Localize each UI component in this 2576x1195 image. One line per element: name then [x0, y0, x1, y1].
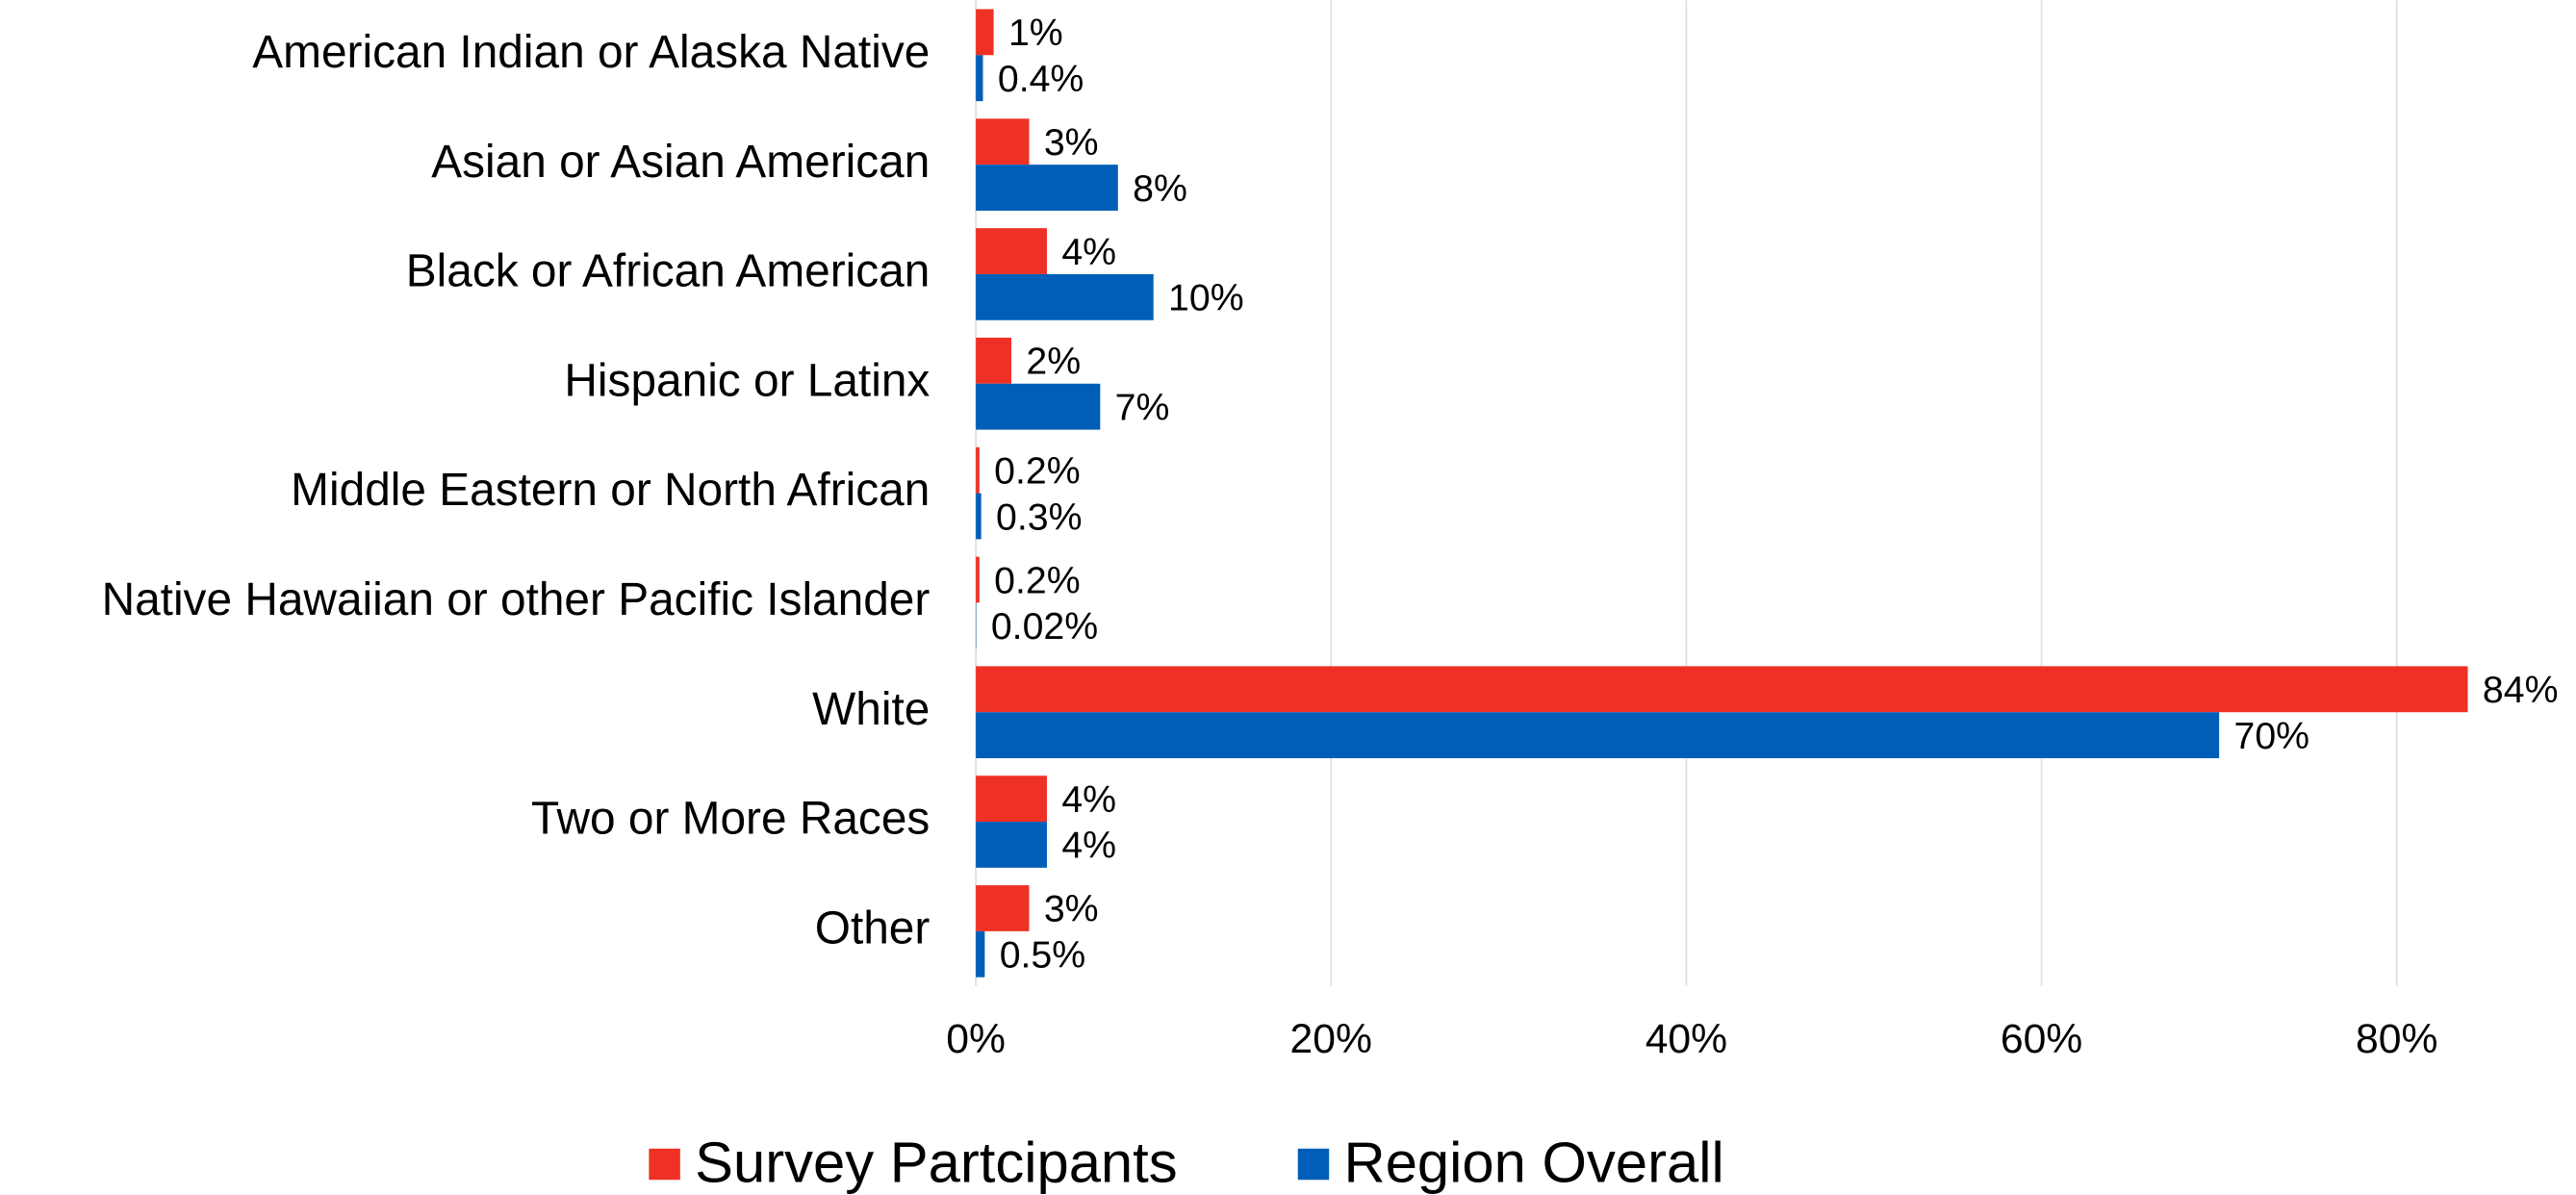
bar [976, 273, 1154, 320]
y-tick-label: Middle Eastern or North African [291, 465, 930, 516]
y-tick-label: Black or African American [406, 246, 931, 297]
data-label: 70% [2234, 715, 2310, 757]
data-label: 4% [1061, 231, 1116, 273]
data-label: 7% [1115, 386, 1170, 428]
bar [976, 930, 985, 978]
data-label: 8% [1133, 167, 1187, 210]
bar [976, 118, 1030, 165]
data-label: 4% [1061, 778, 1116, 821]
data-label: 3% [1044, 121, 1099, 164]
legend-swatch [1297, 1148, 1330, 1181]
y-tick-label: Other [815, 903, 931, 953]
data-label: 0.5% [1000, 934, 1085, 977]
data-label: 84% [2483, 669, 2559, 711]
bar [976, 556, 980, 603]
bar [976, 228, 1047, 274]
bar [976, 337, 1012, 384]
bar [976, 165, 1118, 211]
y-tick-label: White [812, 684, 930, 735]
bar [976, 775, 1047, 823]
data-label: 0.2% [994, 449, 1080, 492]
bar [976, 822, 1047, 868]
bar [976, 9, 994, 56]
bar [976, 712, 2220, 759]
bar [976, 666, 2468, 713]
x-tick-label: 20% [1290, 1016, 1372, 1062]
bar [976, 885, 1030, 931]
data-label: 4% [1061, 825, 1116, 867]
data-label: 1% [1008, 12, 1063, 54]
data-label: 0.2% [994, 559, 1080, 601]
data-label: 3% [1044, 888, 1099, 930]
y-tick-label: Native Hawaiian or other Pacific Islande… [102, 574, 931, 625]
x-tick-label: 40% [1645, 1016, 1727, 1062]
data-label: 0.3% [996, 496, 1082, 538]
bar [976, 383, 1101, 430]
bar [976, 55, 983, 102]
legend-label: Region Overall [1344, 1130, 1724, 1194]
x-tick-label: 60% [2001, 1016, 2082, 1062]
y-tick-label: American Indian or Alaska Native [252, 27, 930, 78]
data-label: 0.02% [991, 605, 1098, 648]
legend-swatch [649, 1148, 680, 1181]
bar [976, 446, 980, 494]
bar [976, 493, 982, 540]
data-label: 2% [1026, 341, 1081, 383]
data-label: 10% [1168, 277, 1244, 319]
y-tick-label: Two or More Races [531, 794, 930, 845]
x-tick-label: 0% [946, 1016, 1006, 1062]
x-tick-label: 80% [2356, 1016, 2437, 1062]
y-tick-label: Hispanic or Latinx [564, 355, 930, 406]
legend-label: Survey Partcipants [695, 1130, 1177, 1194]
data-label: 0.4% [998, 58, 1084, 100]
y-tick-label: Asian or Asian American [431, 137, 930, 188]
